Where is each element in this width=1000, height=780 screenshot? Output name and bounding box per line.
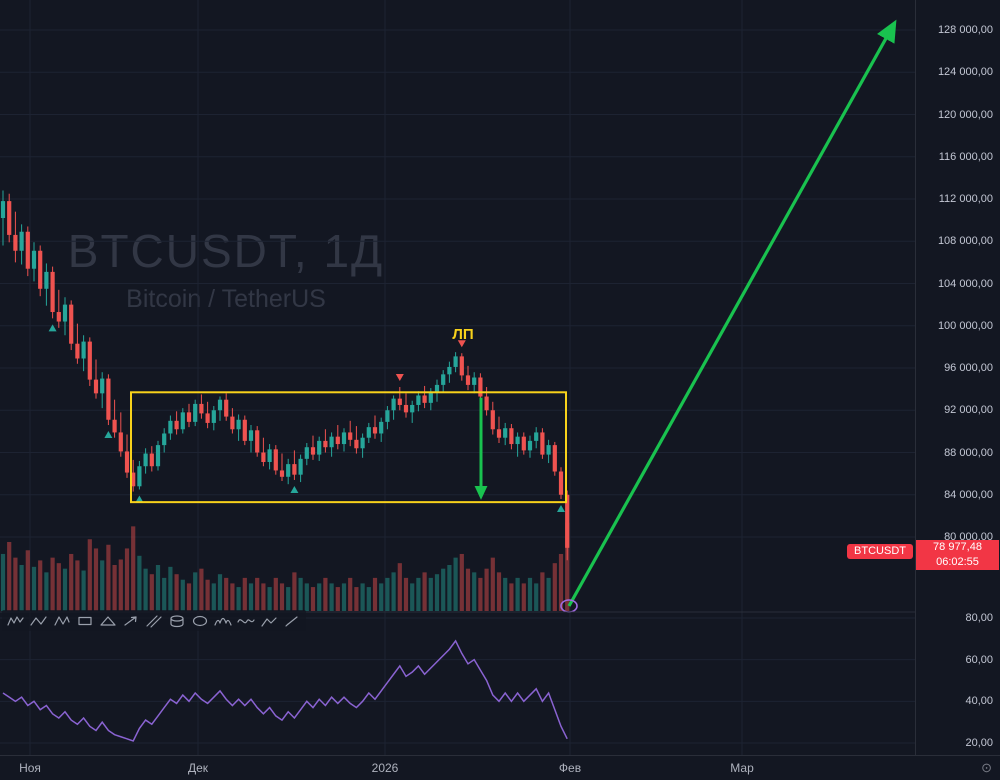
rsi-axis-label: 60,00	[965, 653, 993, 666]
parallel-channel-icon[interactable]	[144, 612, 164, 629]
price-axis-label: 104 000,00	[937, 277, 993, 290]
rsi-axis-label: 20,00	[965, 737, 993, 749]
time-axis-label: Мар	[730, 761, 754, 775]
rsi-line	[2, 639, 568, 742]
sell-marker-icon	[457, 340, 466, 348]
price-axis-label: 88 000,00	[944, 446, 993, 459]
current-price-label: 78 977,48	[916, 540, 999, 555]
time-axis-label: Ноя	[19, 761, 41, 775]
price-axis-label: 108 000,00	[937, 235, 993, 248]
buy-marker-icon	[48, 324, 57, 332]
curve-tool-icon[interactable]	[236, 612, 256, 629]
price-axis-label: 100 000,00	[937, 319, 993, 332]
price-axis-label: 124 000,00	[937, 66, 993, 79]
axis-settings-icon[interactable]: ⊙	[981, 760, 992, 775]
rsi-axis-label: 80,00	[965, 612, 993, 624]
vertical-gridlines	[29, 0, 743, 755]
buy-marker-icon	[290, 485, 299, 493]
ellipse-tool-icon[interactable]	[190, 612, 210, 629]
peak-annotation-label[interactable]: ЛП	[452, 326, 474, 343]
time-axis-label: Фев	[558, 761, 582, 775]
rectangle-tool-icon[interactable]	[75, 612, 95, 629]
price-axis-label: 96 000,00	[944, 362, 993, 374]
xabcd-pattern-icon[interactable]	[52, 612, 72, 629]
elliott-wave-icon[interactable]	[6, 612, 26, 629]
buy-marker-icon	[557, 504, 565, 512]
drawings	[130, 19, 897, 613]
cylinder-icon[interactable]	[167, 612, 187, 629]
time-axis[interactable]: ⊙ Ноя Дек 2026 Фев Мар	[0, 755, 1000, 780]
brush-tool-icon[interactable]	[282, 612, 302, 629]
buy-marker-icon	[135, 495, 144, 503]
triangle-pattern-icon[interactable]	[98, 612, 118, 629]
price-axis[interactable]: 128 000,00 124 000,00 120 000,00 116 000,00…	[915, 0, 1000, 755]
current-symbol-badge[interactable]: BTCUSDT	[847, 544, 913, 559]
rsi-axis-label: 40,00	[965, 695, 993, 708]
price-axis-label: 128 000,00	[937, 24, 993, 36]
signal-markers	[48, 324, 565, 512]
range-box-drawing[interactable]	[130, 391, 567, 504]
price-axis-label: 112 000,00	[938, 193, 993, 205]
price-axis-label: 92 000,00	[944, 404, 993, 417]
rsi-pane	[0, 611, 915, 742]
polyline-icon[interactable]	[259, 612, 279, 629]
sell-marker-icon	[395, 374, 404, 382]
drawing-patterns-toolbar	[2, 610, 306, 631]
buy-marker-icon	[104, 431, 113, 439]
volume-bars	[0, 522, 570, 611]
time-axis-label: Дек	[187, 761, 209, 775]
zigzag-icon[interactable]	[29, 612, 49, 629]
projection-arrow-drawing[interactable]	[567, 19, 897, 607]
candle-countdown-label: 06:02:55	[916, 555, 999, 570]
price-axis-label: 116 000,00	[938, 150, 993, 163]
price-axis-label: 120 000,00	[937, 108, 993, 121]
horizontal-gridlines	[0, 29, 915, 744]
price-axis-label: 84 000,00	[944, 488, 993, 501]
time-axis-label: 2026	[371, 761, 399, 775]
candlesticks	[0, 190, 570, 561]
head-shoulders-icon[interactable]	[213, 612, 233, 629]
arrow-tool-icon[interactable]	[121, 612, 141, 629]
